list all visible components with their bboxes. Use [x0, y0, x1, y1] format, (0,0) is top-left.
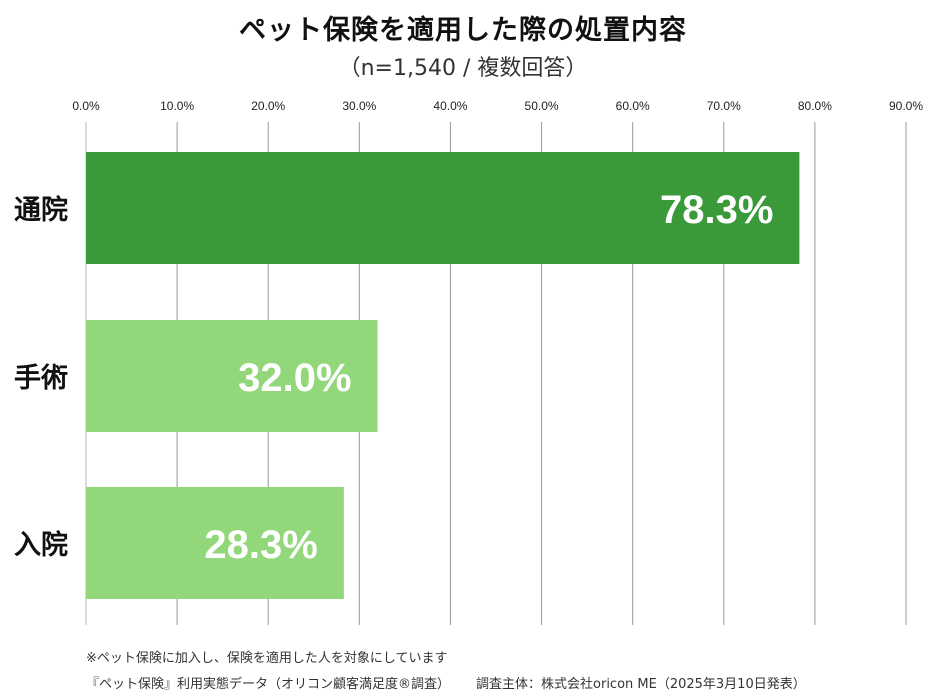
bar — [86, 487, 344, 599]
category-label: 入院 — [14, 529, 68, 561]
chart-title: ペット保険を適用した際の処置内容 — [239, 15, 687, 46]
x-tick-label: 0.0% — [72, 99, 100, 113]
x-tick-label: 40.0% — [433, 99, 467, 113]
bar-chart: 0.0% 10.0% 20.0% 30.0% 40.0% 50.0% 60.0% 70.0% 8… — [14, 99, 923, 625]
category-label: 手術 — [14, 363, 68, 394]
chart-subtitle: （n=1,540 / 複数回答） — [338, 56, 588, 81]
x-tick-label: 80.0% — [798, 99, 832, 113]
x-tick-label: 50.0% — [525, 99, 559, 113]
footnote: ※ペット保険に加入し、保険を適用した人を対象にしています — [86, 651, 448, 666]
x-tick-label: 90.0% — [889, 99, 923, 113]
category-label: 通院 — [14, 194, 68, 226]
x-tick-label: 60.0% — [616, 99, 650, 113]
x-tick-label: 30.0% — [342, 99, 376, 113]
value-label: 78.3% — [660, 188, 773, 232]
value-label: 32.0% — [238, 356, 351, 400]
value-label: 28.3% — [204, 523, 317, 567]
bar — [86, 152, 800, 264]
bar — [86, 320, 378, 432]
x-tick-label: 10.0% — [160, 99, 194, 113]
source-line: 『ペット保険』利用実態データ（オリコン顧客満足度®調査） 調査主体：株式会社ori… — [86, 673, 806, 692]
x-tick-label: 70.0% — [707, 99, 741, 113]
data-source: 『ペット保険』利用実態データ（オリコン顧客満足度®調査） — [86, 677, 451, 692]
survey-credit: 調査主体：株式会社oricon ME（2025年3月10日発表） — [476, 677, 806, 692]
x-tick-label: 20.0% — [251, 99, 285, 113]
